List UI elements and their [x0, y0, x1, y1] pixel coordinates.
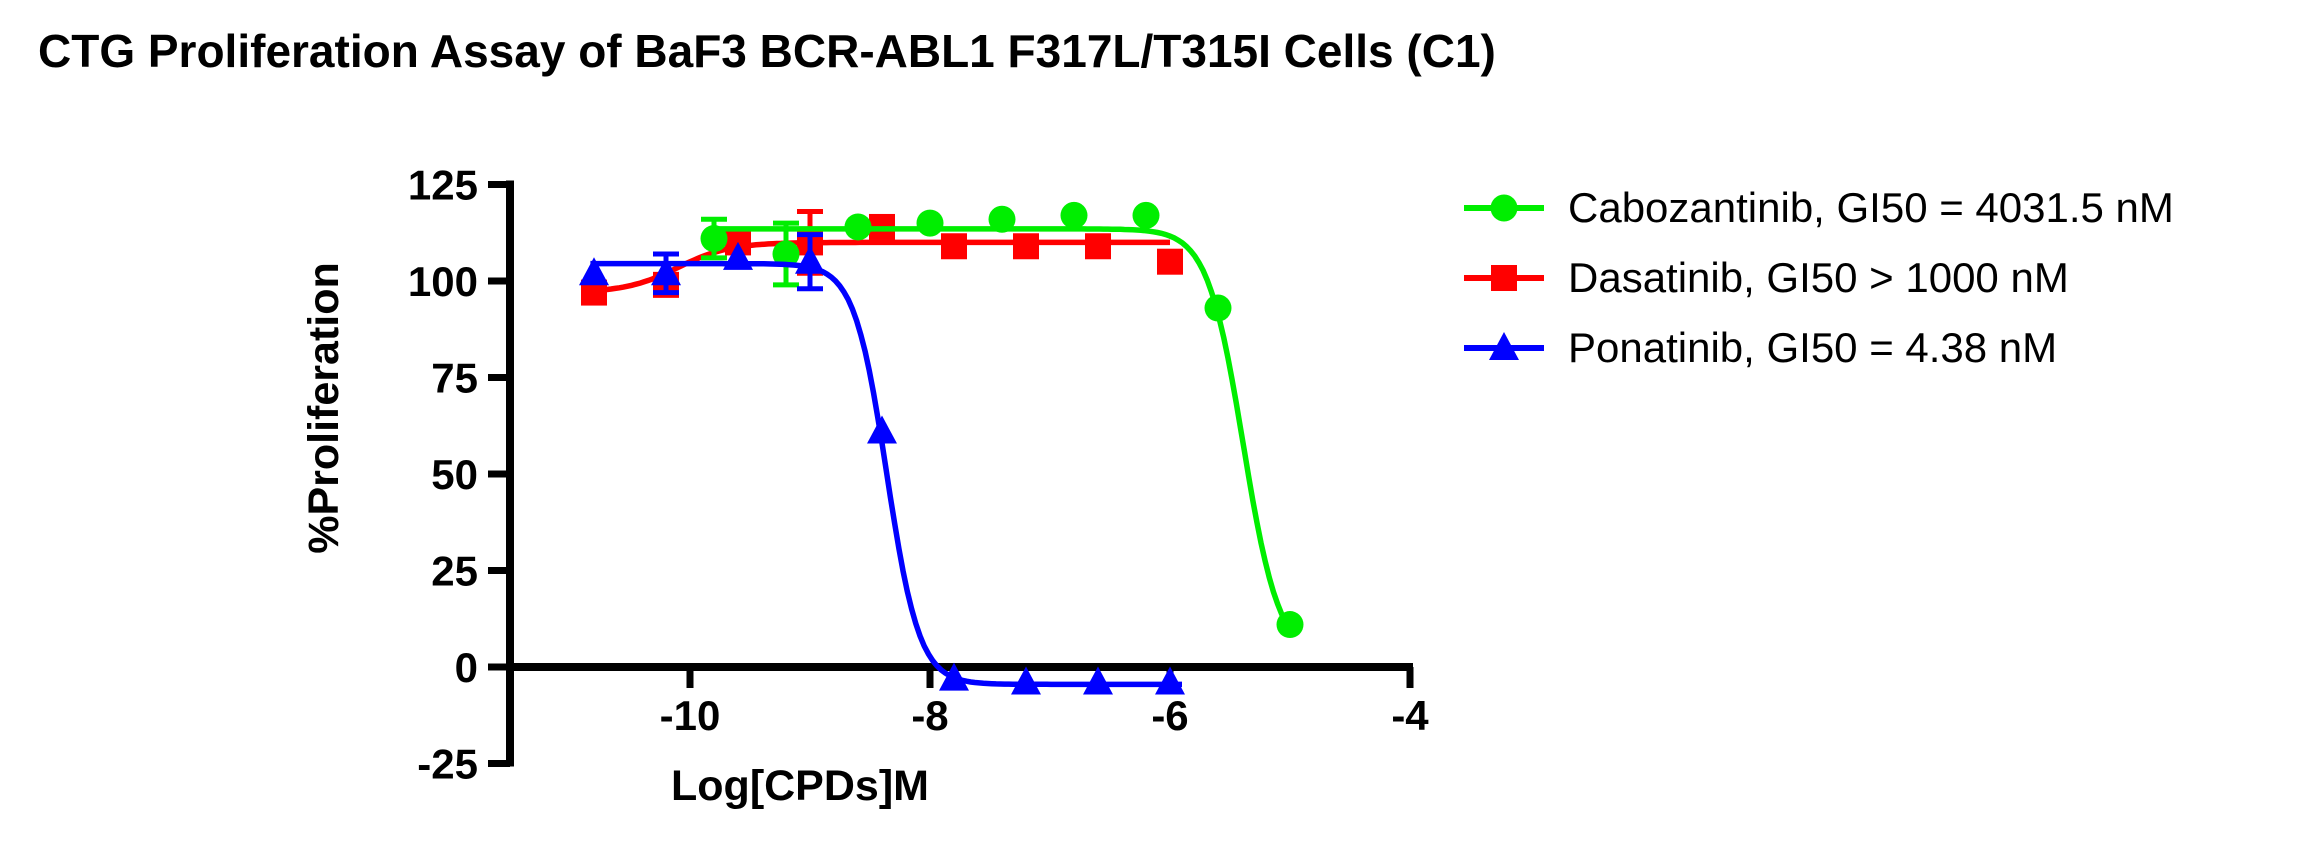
cabozantinib-data-point: [1060, 201, 1088, 229]
cabozantinib-legend-marker-icon: [1464, 194, 1544, 222]
x-tick-label: -8: [911, 692, 948, 739]
cabozantinib-data-point: [988, 205, 1016, 233]
cabozantinib-data-point: [916, 209, 944, 237]
y-tick-label: -25: [417, 741, 478, 788]
ponatinib-fit-curve: [590, 260, 1182, 688]
legend-label: Ponatinib, GI50 = 4.38 nM: [1568, 324, 2058, 371]
data-series: [579, 201, 1304, 695]
cabozantinib-data-point: [700, 225, 728, 253]
y-tick-label: 50: [431, 451, 478, 498]
legend-label: Dasatinib, GI50 > 1000 nM: [1568, 254, 2069, 301]
legend-marker-shape: [1489, 332, 1519, 360]
legend-item-dasatinib: Dasatinib, GI50 > 1000 nM: [1462, 250, 2174, 306]
ponatinib-data-point: [795, 245, 825, 274]
ponatinib-data-point: [651, 257, 681, 286]
axes: -25 0 25 50 75 100 125 -10 -8 -6 -4: [408, 162, 1429, 788]
ponatinib-data-point: [579, 257, 609, 286]
ponatinib-series: [579, 232, 1185, 695]
y-tick-label: 0: [455, 644, 478, 691]
legend-item-cabozantinib: Cabozantinib, GI50 = 4031.5 nM: [1462, 180, 2174, 236]
ponatinib-data-point: [939, 662, 969, 691]
x-axis-label: Log[CPDs]M: [671, 762, 929, 810]
cabozantinib-data-point: [1132, 201, 1160, 229]
cabozantinib-data-point: [1276, 611, 1304, 639]
y-tick-label: 100: [408, 258, 478, 305]
y-tick-label: 25: [431, 548, 478, 595]
y-tick-label: 75: [431, 355, 478, 402]
dasatinib-data-point: [1013, 233, 1039, 260]
ponatinib-data-point: [1083, 666, 1113, 695]
cabozantinib-data-point: [772, 240, 800, 268]
ponatinib-legend-marker-icon: [1464, 332, 1544, 360]
legend-item-ponatinib: Ponatinib, GI50 = 4.38 nM: [1462, 320, 2174, 376]
legend-marker-shape: [1491, 265, 1517, 291]
dasatinib-data-point: [1157, 248, 1183, 275]
cabozantinib-series: [700, 201, 1304, 639]
x-tick-label: -6: [1151, 692, 1188, 739]
ponatinib-data-point: [867, 415, 897, 444]
dasatinib-legend-marker-icon: [1464, 265, 1544, 291]
dasatinib-data-point: [941, 233, 967, 260]
legend-marker-shape: [1490, 194, 1518, 222]
ponatinib-data-point: [723, 241, 753, 270]
legend: Cabozantinib, GI50 = 4031.5 nM Dasatinib,…: [1462, 180, 2174, 390]
legend-label: Cabozantinib, GI50 = 4031.5 nM: [1568, 184, 2174, 231]
x-tick-label: -4: [1391, 692, 1429, 739]
ponatinib-data-point: [1155, 666, 1185, 695]
y-axis-label: %Proliferation: [300, 262, 348, 554]
x-tick-label: -10: [660, 692, 721, 739]
chart-title: CTG Proliferation Assay of BaF3 BCR-ABL1…: [38, 25, 1496, 77]
cabozantinib-data-point: [844, 213, 872, 241]
cabozantinib-data-point: [1204, 294, 1232, 322]
y-tick-label: 125: [408, 162, 478, 209]
ponatinib-data-point: [1011, 666, 1041, 695]
dasatinib-data-point: [1085, 233, 1111, 260]
